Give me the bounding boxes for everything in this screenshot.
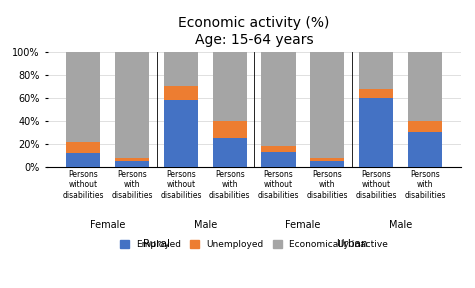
Bar	[359, 98, 393, 167]
Text: Female: Female	[285, 220, 321, 230]
Bar	[261, 52, 295, 146]
Bar	[164, 52, 198, 86]
Text: Male: Male	[194, 220, 217, 230]
Bar	[66, 142, 100, 153]
Text: Urban: Urban	[336, 239, 368, 249]
Bar	[310, 52, 344, 158]
Bar	[164, 86, 198, 100]
Bar	[115, 161, 149, 167]
Text: Male: Male	[389, 220, 412, 230]
Bar	[115, 158, 149, 161]
Bar	[310, 158, 344, 161]
Bar	[408, 52, 442, 121]
Bar	[408, 132, 442, 167]
Bar	[213, 52, 247, 121]
Text: Rural: Rural	[143, 239, 170, 249]
Bar	[310, 161, 344, 167]
Bar	[164, 100, 198, 167]
Bar	[213, 121, 247, 138]
Title: Economic activity (%)
Age: 15-64 years: Economic activity (%) Age: 15-64 years	[179, 16, 330, 46]
Bar	[66, 153, 100, 167]
Bar	[66, 52, 100, 142]
Bar	[213, 138, 247, 167]
Bar	[115, 52, 149, 158]
Bar	[408, 121, 442, 132]
Text: Female: Female	[90, 220, 125, 230]
Bar	[261, 152, 295, 167]
Bar	[359, 89, 393, 98]
Legend: Employed, Unemployed, Economically inactive: Employed, Unemployed, Economically inact…	[116, 236, 392, 252]
Bar	[261, 146, 295, 152]
Bar	[359, 52, 393, 89]
